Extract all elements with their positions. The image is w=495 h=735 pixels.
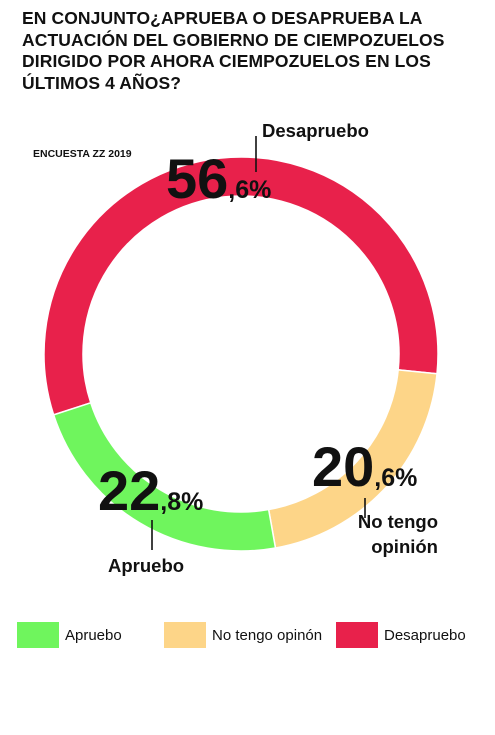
legend-item-no-opinion: No tengo opinón [164,621,322,649]
value-label-desapruebo: 56,6% [166,147,271,210]
slice-desapruebo [43,156,439,416]
chart-title: EN CONJUNTO¿APRUEBA O DESAPRUEBA LA ACTU… [22,8,445,93]
legend-item-apruebo: Apruebo [17,621,122,649]
legend-swatch-apruebo [17,622,59,648]
legend: Apruebo No tengo opinón Desapruebo [17,621,487,651]
donut-chart: 56,6% 20,6% 22,8% Desapruebo No tengo opinión… [43,120,439,576]
legend-label-desapruebo: Desapruebo [384,626,466,644]
chart-subtitle: ENCUESTA ZZ 2019 [33,148,132,160]
value-label-apruebo: 22,8% [98,459,203,522]
legend-swatch-no-opinion [164,622,206,648]
value-label-no-opinion: 20,6% [312,435,417,498]
legend-label-no-opinion: No tengo opinón [212,626,323,644]
legend-label-apruebo: Apruebo [65,626,122,644]
legend-swatch-desapruebo [336,622,378,648]
category-label-no-opinion: No tengo opinión [358,511,438,557]
slice-apruebo [52,401,277,552]
category-label-apruebo: Apruebo [108,555,184,576]
category-label-desapruebo: Desapruebo [262,120,369,141]
legend-item-desapruebo: Desapruebo [336,621,466,649]
